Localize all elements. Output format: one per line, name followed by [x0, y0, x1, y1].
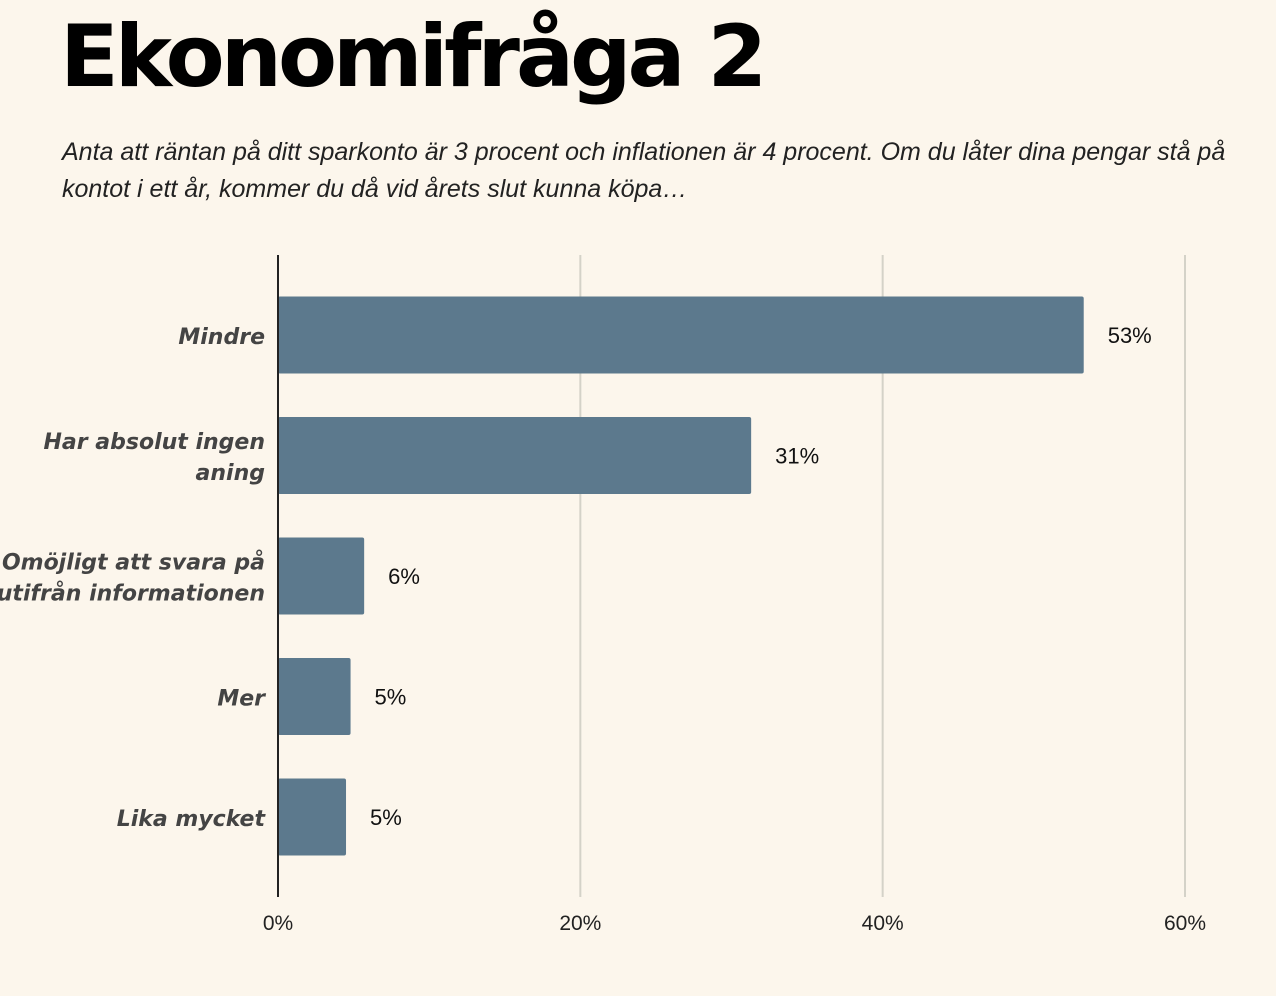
category-label: Mindre — [178, 325, 265, 350]
category-label: aning — [196, 461, 265, 486]
category-label: utifrån informationen — [0, 581, 265, 607]
x-tick-label: 20% — [559, 912, 601, 935]
bar-value-label: 31% — [775, 444, 819, 469]
bar — [278, 296, 1084, 374]
x-tick-label: 60% — [1164, 912, 1206, 935]
bar-value-label: 5% — [375, 685, 407, 710]
category-label: Lika mycket — [117, 807, 267, 832]
bar — [278, 778, 347, 856]
x-tick-label: 0% — [263, 912, 293, 935]
bar-value-label: 6% — [388, 564, 420, 589]
category-label: Har absolut ingen — [44, 430, 265, 455]
bar — [278, 537, 365, 615]
x-tick-label: 40% — [862, 912, 904, 935]
page-title: Ekonomifråga 2 — [60, 7, 767, 107]
question-text: Anta att räntan på ditt sparkonto är 3 p… — [62, 138, 1226, 203]
category-label: Mer — [217, 687, 266, 712]
bar-value-label: 5% — [370, 805, 402, 830]
bar — [278, 417, 752, 494]
category-label: Omöjligt att svara på — [2, 550, 265, 576]
bar-value-label: 53% — [1108, 323, 1152, 348]
bar — [278, 658, 351, 735]
